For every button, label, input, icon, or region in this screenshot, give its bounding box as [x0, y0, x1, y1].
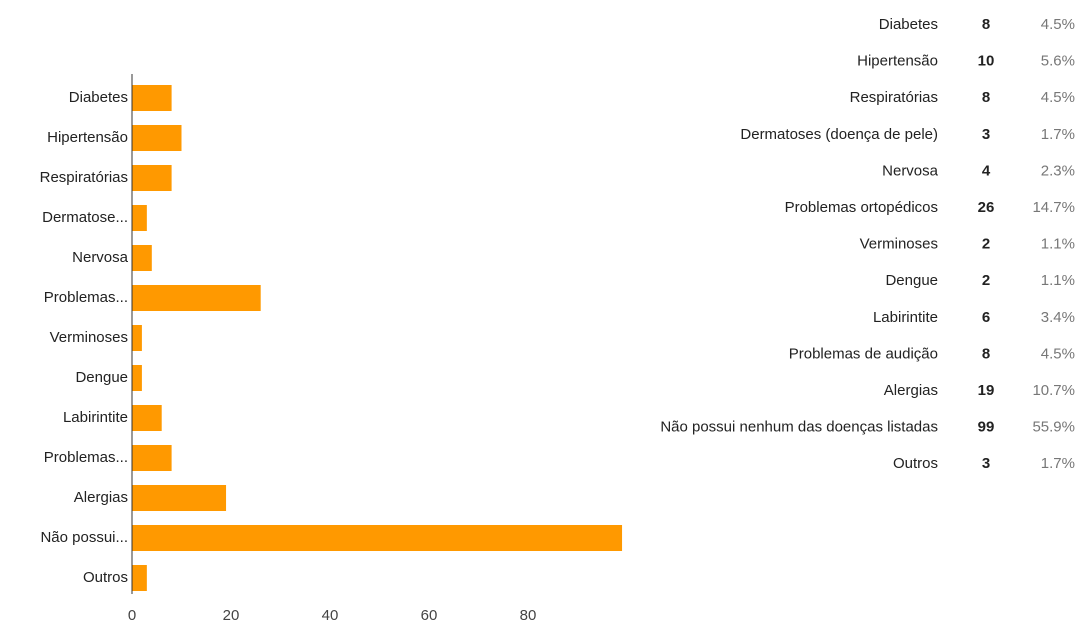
row-name: Não possui nenhum das doenças listadas [660, 419, 938, 436]
row-count: 8 [982, 89, 990, 106]
y-tick-label: Alergias [74, 489, 128, 506]
row-percent: 4.5% [1041, 345, 1075, 362]
y-tick-label: Nervosa [72, 249, 129, 266]
row-percent: 2.3% [1041, 162, 1075, 179]
row-name: Outros [893, 455, 938, 472]
y-tick-label: Outros [83, 569, 128, 586]
bar [132, 525, 623, 551]
row-name: Dermatoses (doença de pele) [740, 126, 938, 143]
bar [132, 485, 227, 511]
row-name: Verminoses [860, 236, 938, 253]
y-tick-label: Verminoses [50, 329, 128, 346]
row-percent: 4.5% [1041, 16, 1075, 33]
row-percent: 14.7% [1032, 199, 1075, 216]
bar [132, 245, 152, 271]
row-percent: 1.7% [1041, 455, 1075, 472]
row-name: Alergias [884, 382, 938, 399]
x-tick-label: 20 [223, 607, 240, 624]
row-name: Nervosa [882, 162, 939, 179]
row-count: 99 [978, 419, 995, 436]
bar [132, 85, 172, 111]
row-percent: 1.1% [1041, 236, 1075, 253]
row-count: 8 [982, 345, 990, 362]
x-tick-label: 80 [520, 607, 537, 624]
bar [132, 405, 162, 431]
row-percent: 55.9% [1032, 419, 1075, 436]
bar [132, 445, 172, 471]
bar [132, 205, 147, 231]
row-count: 4 [982, 162, 991, 179]
bar [132, 325, 142, 351]
y-tick-label: Diabetes [69, 89, 128, 106]
row-count: 2 [982, 236, 990, 253]
y-tick-label: Respiratórias [40, 169, 128, 186]
bar [132, 365, 142, 391]
row-count: 2 [982, 272, 990, 289]
row-name: Respiratórias [850, 89, 938, 106]
row-name: Problemas de audição [789, 345, 938, 362]
bar [132, 125, 182, 151]
row-name: Hipertensão [857, 53, 938, 70]
row-percent: 3.4% [1041, 309, 1075, 326]
bar [132, 165, 172, 191]
row-count: 6 [982, 309, 990, 326]
row-name: Problemas ortopédicos [785, 199, 938, 216]
bar [132, 285, 261, 311]
y-tick-label: Não possui... [40, 529, 128, 546]
row-count: 19 [978, 382, 995, 399]
row-count: 10 [978, 53, 995, 70]
row-percent: 10.7% [1032, 382, 1075, 399]
row-name: Labirintite [873, 309, 938, 326]
row-percent: 5.6% [1041, 53, 1075, 70]
row-count: 3 [982, 126, 990, 143]
x-tick-label: 40 [322, 607, 339, 624]
y-tick-label: Problemas... [44, 449, 128, 466]
row-name: Diabetes [879, 16, 938, 33]
row-percent: 4.5% [1041, 89, 1075, 106]
row-count: 8 [982, 16, 990, 33]
x-tick-label: 60 [421, 607, 438, 624]
y-tick-label: Problemas... [44, 289, 128, 306]
row-percent: 1.1% [1041, 272, 1075, 289]
bar [132, 565, 147, 591]
y-tick-label: Hipertensão [47, 129, 128, 146]
y-tick-label: Dengue [75, 369, 128, 386]
y-tick-label: Labirintite [63, 409, 128, 426]
row-percent: 1.7% [1041, 126, 1075, 143]
row-name: Dengue [885, 272, 938, 289]
y-tick-label: Dermatose... [42, 209, 128, 226]
x-tick-label: 0 [128, 607, 136, 624]
row-count: 3 [982, 455, 990, 472]
row-count: 26 [978, 199, 995, 216]
